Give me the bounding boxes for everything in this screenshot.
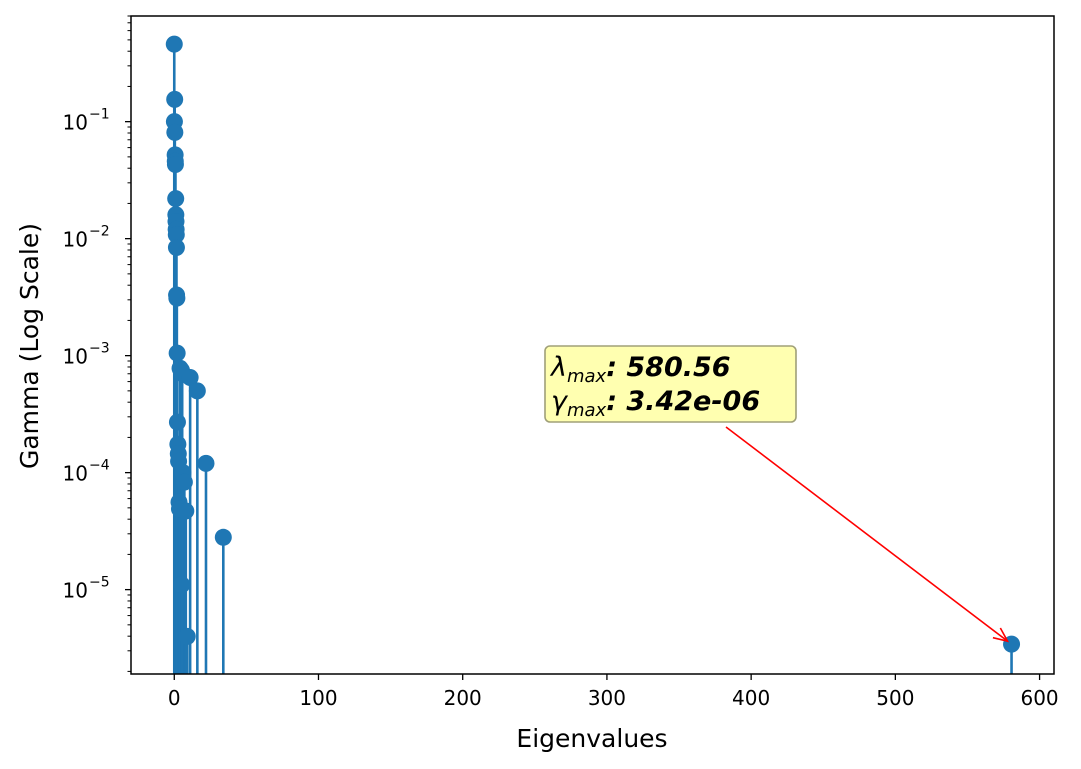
data-point	[175, 473, 193, 491]
annotation-arrow	[725, 426, 1009, 642]
data-point	[168, 413, 186, 431]
data-point	[214, 528, 232, 546]
x-tick-label: 0	[168, 686, 181, 710]
data-point	[168, 344, 186, 362]
annotation-gamma-text: γmax: 3.42e-06	[551, 386, 760, 421]
data-point	[181, 369, 199, 387]
data-point	[167, 239, 185, 257]
y-tick-exponent: −1	[89, 107, 110, 123]
y-tick-label: 10	[63, 462, 88, 486]
y-tick-exponent: −3	[89, 341, 110, 357]
y-tick-label: 10	[63, 111, 88, 135]
data-point	[166, 156, 184, 174]
x-tick-label: 100	[299, 686, 337, 710]
annotation-lambda-text: λmax: 580.56	[549, 352, 731, 387]
y-tick-label: 10	[63, 579, 88, 603]
y-tick-exponent: −2	[89, 224, 110, 240]
x-tick-label: 400	[732, 686, 770, 710]
annotation-box	[544, 345, 797, 423]
x-tick-label: 500	[876, 686, 914, 710]
y-tick-exponent: −5	[89, 575, 110, 591]
data-point	[167, 190, 185, 208]
x-tick-label: 300	[588, 686, 626, 710]
data-point	[167, 226, 185, 244]
y-tick-exponent: −4	[89, 458, 110, 474]
data-point	[165, 35, 183, 53]
data-point	[166, 90, 184, 108]
y-tick-label: 10	[63, 345, 88, 369]
plot-frame	[130, 15, 1055, 675]
x-tick-label: 200	[444, 686, 482, 710]
data-point	[178, 627, 196, 645]
data-point	[166, 123, 184, 141]
x-tick-label: 600	[1020, 686, 1058, 710]
data-point	[173, 576, 191, 594]
y-axis: 10−510−410−310−210−1	[63, 15, 131, 672]
data-point	[177, 502, 195, 520]
x-axis-label: Eigenvalues	[516, 724, 667, 753]
data-point	[168, 289, 186, 307]
data-point	[197, 454, 215, 472]
y-axis-label: Gamma (Log Scale)	[15, 223, 44, 469]
annotation-arrowhead	[992, 627, 1010, 643]
data-point	[188, 382, 206, 400]
x-axis: 0 100 200 300 400 500 600	[168, 674, 1059, 710]
y-tick-label: 10	[63, 228, 88, 252]
